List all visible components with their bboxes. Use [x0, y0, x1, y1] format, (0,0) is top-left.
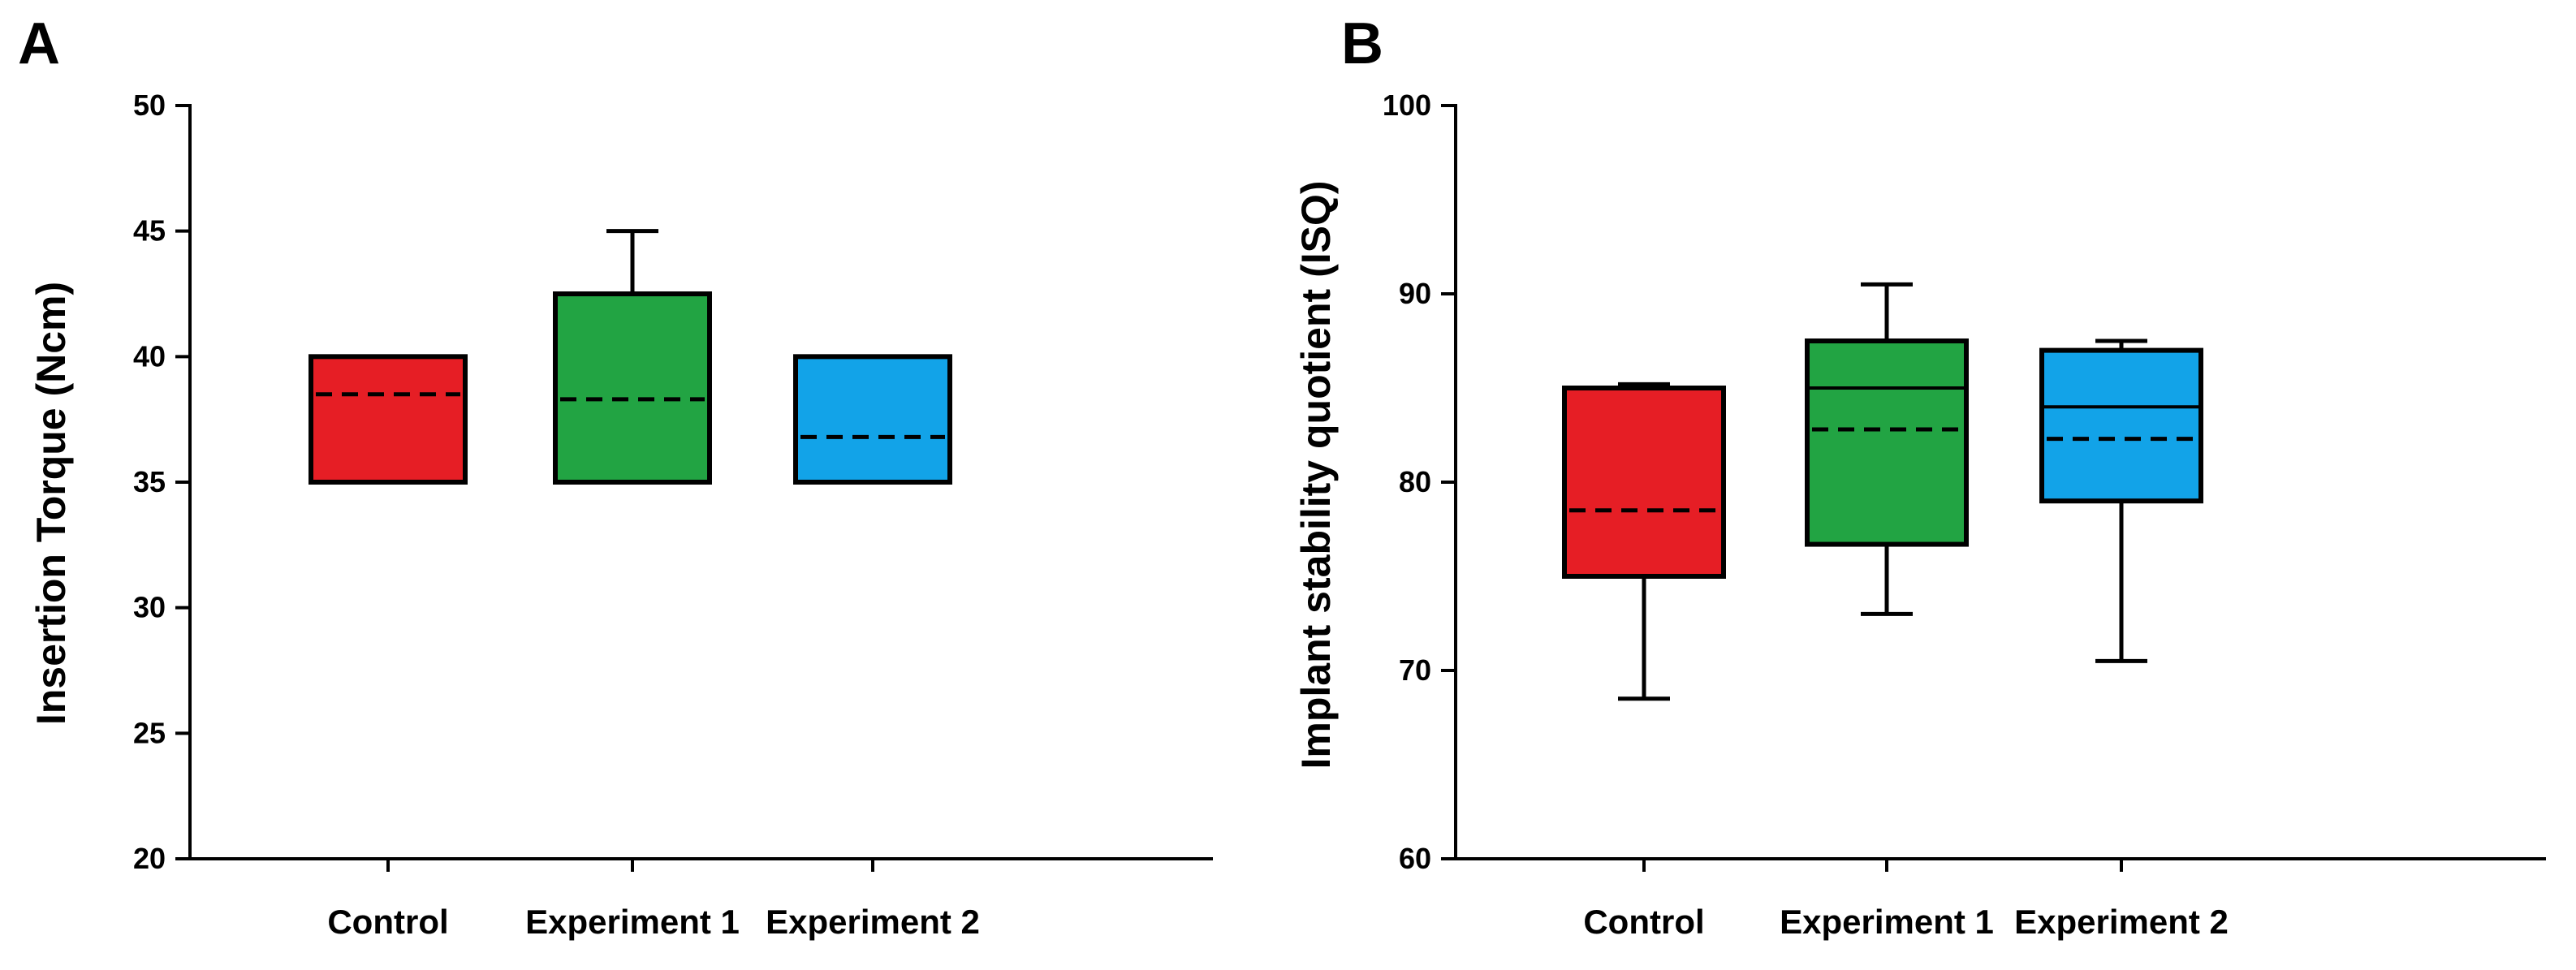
x-tick-label: Control: [327, 903, 448, 941]
y-tick-label: 90: [1399, 277, 1431, 310]
box-body: [553, 291, 712, 485]
y-tick-label: 70: [1399, 653, 1431, 687]
box-body: [2039, 347, 2203, 504]
y-tick-label: 30: [133, 591, 166, 624]
category-labels: Control Experiment 1 Experiment 2: [327, 859, 980, 941]
x-tick-label: Experiment 1: [525, 903, 740, 941]
x-tick-label: Control: [1583, 903, 1704, 941]
y-tick-label: 50: [133, 88, 166, 122]
y-tick-label: 100: [1383, 88, 1431, 122]
box-body: [793, 354, 952, 485]
category-labels: Control Experiment 1 Experiment 2: [1583, 859, 2229, 941]
x-tick-label: Experiment 1: [1780, 903, 1994, 941]
box-body: [309, 354, 468, 485]
y-tick-label: 60: [1399, 842, 1431, 875]
boxes: [309, 229, 952, 485]
panel-label: B: [1341, 11, 1383, 76]
y-axis-label: Insertion Torque (Ncm): [28, 282, 74, 725]
y-tick-label: 40: [133, 339, 166, 373]
y-ticks: 60 70 80 90 100: [1383, 88, 1456, 875]
box-body: [1805, 338, 1969, 547]
y-tick-label: 25: [133, 716, 166, 749]
x-tick-label: Experiment 2: [2014, 903, 2229, 941]
box-3: [793, 354, 952, 485]
y-tick-label: 80: [1399, 465, 1431, 498]
panel-a: A Insertion Torque (Ncm) 20253035404550 …: [18, 11, 1213, 941]
x-tick-label: Experiment 2: [766, 903, 980, 941]
y-ticks: 20 25 30 35 40 45 50: [133, 88, 190, 875]
panel-label: A: [18, 11, 60, 76]
box-body: [1562, 386, 1726, 579]
box-2: [553, 229, 712, 485]
y-tick-label: 20: [133, 842, 166, 875]
y-tick-label: 45: [133, 214, 166, 248]
boxes: [1562, 282, 2203, 701]
box-2: [1805, 282, 1969, 616]
box-3: [2039, 338, 2203, 663]
box-1: [309, 354, 468, 485]
y-tick-label: 35: [133, 465, 166, 498]
box-1: [1562, 382, 1726, 701]
y-axis-label: Implant stability quotient (ISQ): [1293, 181, 1339, 770]
panel-b: B Implant stability quotient (ISQ) 60 70 8…: [1293, 11, 2546, 941]
